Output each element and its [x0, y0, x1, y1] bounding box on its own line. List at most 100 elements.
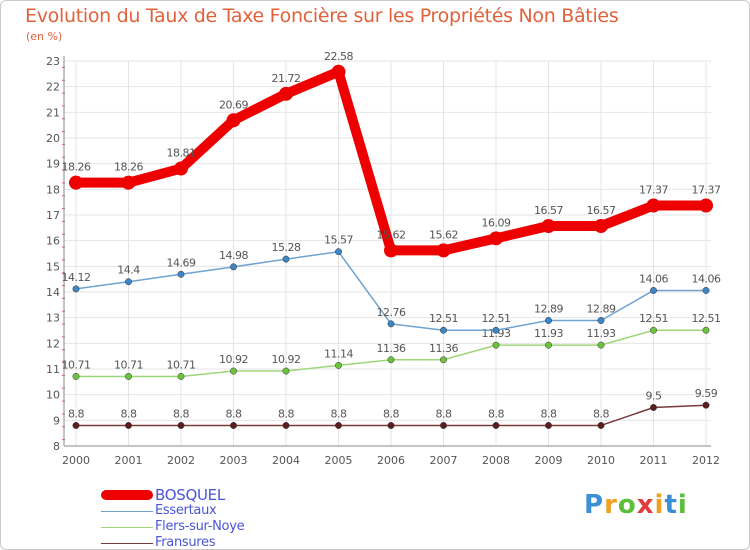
data-label-essertaux: 15.28 — [272, 241, 301, 254]
data-label-flers-sur-noye: 10.71 — [62, 358, 91, 371]
data-point-bosquel — [174, 161, 188, 176]
data-point-fransures — [387, 422, 395, 429]
data-label-fransures: 8.8 — [593, 407, 609, 420]
y-tick-label: 12 — [46, 337, 60, 350]
legend-swatch-flers-sur-noye — [101, 527, 153, 528]
data-label-bosquel: 16.57 — [534, 204, 563, 217]
data-label-bosquel: 20.69 — [219, 98, 248, 111]
data-point-fransures — [177, 422, 185, 429]
data-point-flers-sur-noye — [387, 356, 395, 364]
data-point-flers-sur-noye — [440, 356, 447, 364]
x-tick-label: 2002 — [167, 454, 195, 467]
data-point-bosquel — [541, 219, 556, 234]
data-point-flers-sur-noye — [650, 326, 657, 334]
data-label-bosquel: 15.62 — [377, 228, 406, 241]
data-label-bosquel: 17.37 — [639, 184, 668, 197]
data-label-fransures: 8.8 — [541, 407, 557, 420]
logo-letter: x — [636, 490, 655, 520]
data-point-bosquel — [69, 175, 83, 190]
y-tick-label: 13 — [46, 312, 60, 325]
x-tick-label: 2008 — [482, 454, 510, 467]
data-label-fransures: 9.59 — [695, 387, 718, 400]
y-tick-label: 22 — [46, 81, 60, 94]
data-point-flers-sur-noye — [545, 341, 552, 349]
data-label-bosquel: 18.81 — [167, 147, 196, 160]
data-label-essertaux: 14.06 — [639, 272, 668, 285]
data-point-essertaux — [387, 320, 395, 328]
x-tick-label: 2006 — [377, 454, 405, 467]
data-point-flers-sur-noye — [492, 341, 500, 349]
data-label-essertaux: 14.06 — [692, 272, 721, 285]
data-label-fransures: 8.8 — [173, 407, 189, 420]
y-tick-label: 20 — [46, 132, 60, 145]
data-label-essertaux: 14.12 — [62, 271, 91, 284]
data-point-essertaux — [492, 326, 500, 334]
data-label-fransures: 8.8 — [68, 407, 84, 420]
data-label-essertaux: 15.57 — [324, 234, 353, 247]
data-label-fransures: 8.8 — [383, 407, 399, 420]
proxiti-logo: Proxiti — [584, 490, 688, 520]
data-label-fransures: 8.8 — [121, 407, 137, 420]
data-point-flers-sur-noye — [177, 372, 185, 380]
data-label-bosquel: 16.09 — [482, 216, 511, 229]
data-label-fransures: 8.8 — [278, 407, 294, 420]
data-label-bosquel: 18.26 — [62, 161, 91, 174]
data-label-essertaux: 12.76 — [377, 306, 406, 319]
y-tick-label: 9 — [53, 414, 60, 427]
x-tick-label: 2000 — [62, 454, 90, 467]
data-point-fransures — [597, 422, 605, 429]
y-tick-label: 19 — [46, 158, 60, 171]
data-label-flers-sur-noye: 11.93 — [587, 327, 616, 340]
legend-label-flers-sur-noye: Flers-sur-Noye — [155, 519, 245, 534]
data-label-essertaux: 14.4 — [117, 264, 140, 277]
data-point-bosquel — [384, 243, 398, 258]
data-label-flers-sur-noye: 10.92 — [219, 353, 248, 366]
x-tick-label: 2010 — [587, 454, 615, 467]
data-point-bosquel — [594, 219, 608, 234]
data-point-fransures — [72, 422, 80, 429]
logo-letter: i — [677, 490, 688, 520]
data-label-essertaux: 14.69 — [167, 256, 196, 269]
data-point-fransures — [492, 422, 500, 429]
data-label-essertaux: 12.51 — [482, 312, 511, 325]
data-point-flers-sur-noye — [335, 361, 342, 369]
data-label-fransures: 8.8 — [488, 407, 504, 420]
logo-letter: o — [617, 490, 637, 520]
y-tick-label: 11 — [46, 363, 60, 376]
data-label-essertaux: 12.89 — [534, 302, 563, 315]
data-label-fransures: 9.5 — [646, 390, 662, 403]
data-point-essertaux — [335, 248, 342, 256]
data-label-flers-sur-noye: 10.71 — [114, 358, 143, 371]
chart-subtitle: (en %) — [26, 30, 63, 43]
data-point-flers-sur-noye — [125, 372, 132, 380]
x-tick-label: 2004 — [272, 454, 300, 467]
logo-letter: P — [584, 490, 605, 520]
logo-letter: i — [654, 490, 665, 520]
data-point-flers-sur-noye — [230, 367, 237, 375]
data-label-essertaux: 12.51 — [429, 312, 458, 325]
data-label-bosquel: 17.37 — [692, 184, 721, 197]
legend-label-bosquel: BOSQUEL — [155, 486, 225, 504]
x-tick-label: 2012 — [692, 454, 720, 467]
data-point-bosquel — [489, 231, 503, 246]
legend-swatch-essertaux — [101, 511, 153, 512]
data-point-essertaux — [545, 317, 552, 324]
data-label-flers-sur-noye: 10.71 — [167, 358, 196, 371]
legend-label-essertaux: Essertaux — [155, 503, 217, 518]
data-point-fransures — [230, 422, 237, 429]
x-tick-label: 2005 — [325, 454, 353, 467]
data-label-bosquel: 18.26 — [114, 161, 143, 174]
data-point-essertaux — [177, 270, 185, 278]
data-point-essertaux — [440, 326, 447, 334]
data-point-bosquel — [436, 243, 451, 258]
data-point-fransures — [702, 401, 710, 409]
data-point-flers-sur-noye — [282, 367, 290, 375]
data-point-essertaux — [72, 285, 80, 293]
data-point-bosquel — [121, 175, 136, 190]
legend-swatch-fransures — [101, 543, 153, 544]
data-point-essertaux — [125, 278, 132, 286]
x-tick-label: 2007 — [430, 454, 458, 467]
data-point-essertaux — [282, 255, 290, 263]
